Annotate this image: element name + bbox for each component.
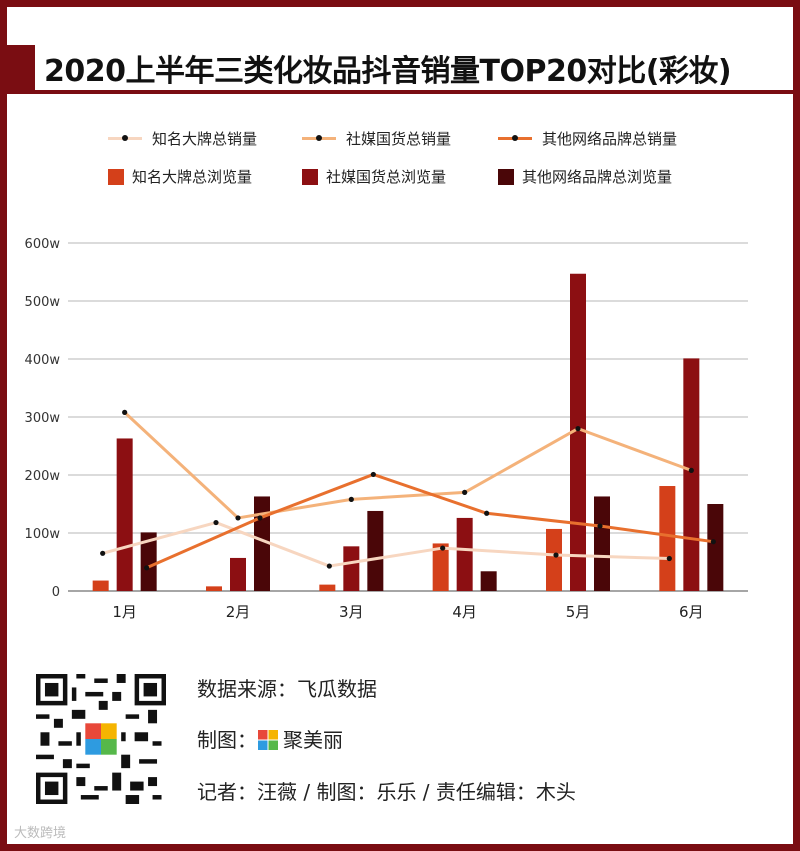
- legend-swatch-line-0: [108, 135, 142, 141]
- x-tick-label: 5月: [566, 603, 591, 621]
- legend-label-bar-2: 其他网络品牌总浏览量: [522, 168, 673, 186]
- line-point: [484, 510, 490, 516]
- chart-maker-label: 制图：: [197, 728, 257, 752]
- legend-label-bar-1: 社媒国货总浏览量: [326, 168, 447, 186]
- data-source-text: 数据来源：飞瓜数据: [197, 677, 377, 701]
- bar: [456, 517, 473, 591]
- line-point: [144, 565, 150, 571]
- legend-swatch-line-1: [302, 135, 336, 141]
- chart-plot: 0 100w 200w 300w 400w 500w 600w 1月 2月 3月 4月 5月 6月: [25, 237, 748, 621]
- bar: [594, 496, 610, 591]
- bar: [140, 532, 157, 591]
- line-point: [688, 467, 694, 473]
- legend-item-line-1[interactable]: 社媒国货总销量: [302, 128, 451, 149]
- line-point: [553, 552, 559, 558]
- series-line: [123, 411, 692, 520]
- chart-legend: 知名大牌总销量 社媒国货总销量 其他网络品牌总销量 知名大牌总浏览量 社媒国货总…: [0, 120, 800, 190]
- legend-item-line-0[interactable]: 知名大牌总销量: [108, 128, 257, 149]
- line-point: [235, 515, 241, 521]
- y-tick-label: 200w: [25, 469, 61, 484]
- legend-label-line-1: 社媒国货总销量: [346, 130, 452, 148]
- legend-item-bar-0[interactable]: 知名大牌总浏览量: [108, 166, 252, 187]
- bar: [683, 358, 700, 591]
- bar: [116, 438, 133, 591]
- legend-swatch-bar-1: [302, 168, 318, 185]
- bar: [480, 571, 497, 591]
- legend-swatch-bar-0: [108, 168, 124, 185]
- y-tick-label: 600w: [25, 237, 61, 252]
- y-tick-label: 400w: [25, 353, 61, 368]
- x-tick-label: 3月: [339, 603, 364, 621]
- line-point: [710, 539, 716, 545]
- bar: [432, 543, 449, 591]
- line-point: [122, 409, 128, 415]
- line-point: [597, 523, 603, 529]
- series-line: [146, 472, 714, 570]
- line-point: [575, 426, 581, 432]
- bar: [230, 557, 246, 591]
- bar: [659, 486, 676, 591]
- line-point: [370, 471, 376, 478]
- y-tick-label: 300w: [25, 411, 61, 426]
- legend-swatch-bar-2: [498, 168, 514, 185]
- legend-swatch-line-2: [498, 135, 532, 141]
- line-point: [326, 563, 332, 569]
- brand-logo-icon: [258, 730, 278, 750]
- series-line: [102, 521, 670, 568]
- x-tick-label: 2月: [226, 603, 251, 621]
- x-tick-label: 6月: [679, 603, 704, 621]
- title-accent-bar: [7, 45, 35, 91]
- legend-item-line-2[interactable]: 其他网络品牌总销量: [498, 128, 677, 149]
- legend-label-bar-0: 知名大牌总浏览量: [132, 168, 253, 186]
- x-tick-label: 1月: [112, 603, 137, 621]
- bar: [570, 273, 586, 591]
- y-tick-label: 0: [52, 585, 60, 600]
- legend-label-line-2: 其他网络品牌总销量: [542, 130, 678, 148]
- legend-item-bar-1[interactable]: 社媒国货总浏览量: [302, 166, 446, 187]
- line-point: [213, 519, 219, 526]
- bar: [206, 586, 222, 591]
- bar: [546, 528, 562, 591]
- bar: [343, 546, 360, 591]
- credits-text: 记者：汪薇 / 制图：乐乐 / 责任编辑：木头: [197, 780, 576, 804]
- brand-name: 聚美丽: [283, 728, 343, 752]
- line-point: [348, 496, 354, 502]
- bar: [92, 580, 109, 591]
- chart-maker-line: 制图： 聚美丽: [197, 724, 343, 753]
- line-point: [462, 489, 468, 495]
- line-point: [666, 555, 672, 562]
- bar: [707, 504, 724, 591]
- legend-item-bar-2[interactable]: 其他网络品牌总浏览量: [498, 166, 672, 187]
- y-tick-label: 500w: [25, 295, 61, 310]
- qr-code-icon: [36, 674, 166, 804]
- bar: [367, 510, 384, 591]
- y-tick-label: 100w: [25, 527, 61, 542]
- chart-title: 2020上半年三类化妆品抖音销量TOP20对比(彩妆): [44, 54, 732, 89]
- watermark-text: 大数跨境: [14, 826, 67, 841]
- x-tick-label: 4月: [452, 603, 477, 621]
- title-underline: [7, 90, 793, 94]
- line-point: [257, 515, 263, 521]
- legend-label-line-0: 知名大牌总销量: [152, 130, 258, 148]
- bar: [319, 584, 336, 591]
- line-point: [100, 550, 106, 556]
- line-point: [440, 545, 446, 551]
